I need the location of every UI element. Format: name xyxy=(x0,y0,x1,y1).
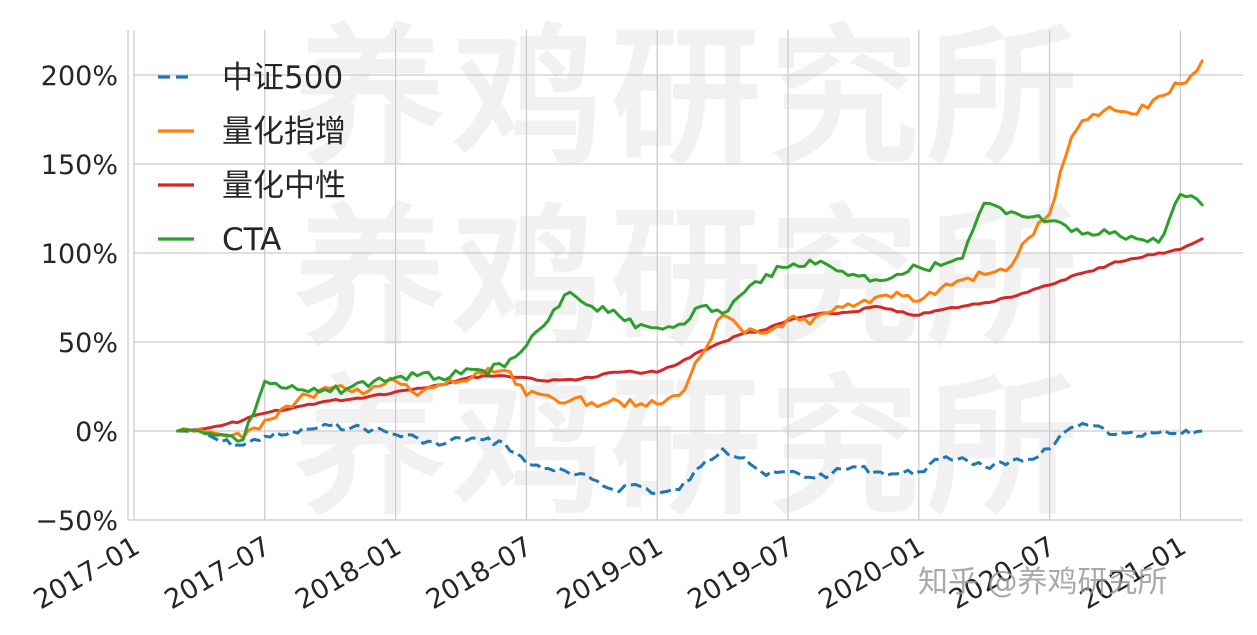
y-axis-tick-labels: −50% 0% 50% 100% 150% 200% xyxy=(35,61,118,537)
x-tick-label: 2019–01 xyxy=(552,531,668,616)
x-tick-label: 2020–01 xyxy=(813,531,929,616)
y-tick-label: 0% xyxy=(75,417,118,448)
y-tick-label: 150% xyxy=(41,150,118,181)
series-line-csi500 xyxy=(177,421,1203,495)
source-watermark: 知乎 @养鸡研究所 xyxy=(918,565,1168,600)
y-tick-label: 100% xyxy=(41,239,118,270)
legend-label: 中证500 xyxy=(222,60,343,96)
series-line-cta xyxy=(176,192,1204,443)
x-tick-label: 2017–01 xyxy=(29,531,145,616)
y-tick-label: 200% xyxy=(41,61,118,92)
legend-label: 量化指增 xyxy=(222,114,346,150)
series-line-index-enhanced xyxy=(176,59,1204,440)
series-line-market-neutral xyxy=(176,237,1204,433)
legend-label: CTA xyxy=(222,222,281,258)
y-tick-label: −50% xyxy=(35,506,118,537)
legend-label: 量化中性 xyxy=(222,168,346,204)
x-tick-label: 2018–01 xyxy=(290,531,406,616)
x-tick-label: 2018–07 xyxy=(421,531,537,616)
x-tick-label: 2017–07 xyxy=(159,531,275,616)
axis-spines xyxy=(127,30,1243,521)
watermark-row: 养鸡研究所 xyxy=(295,12,1085,186)
grid-lines xyxy=(133,30,1243,521)
watermark-row: 养鸡研究所 xyxy=(295,192,1085,366)
y-tick-label: 50% xyxy=(58,328,118,359)
x-tick-label: 2019–07 xyxy=(683,531,799,616)
series-layer xyxy=(176,59,1204,495)
